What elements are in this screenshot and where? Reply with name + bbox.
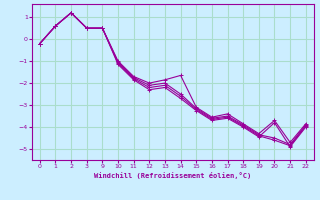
X-axis label: Windchill (Refroidissement éolien,°C): Windchill (Refroidissement éolien,°C): [94, 172, 252, 179]
